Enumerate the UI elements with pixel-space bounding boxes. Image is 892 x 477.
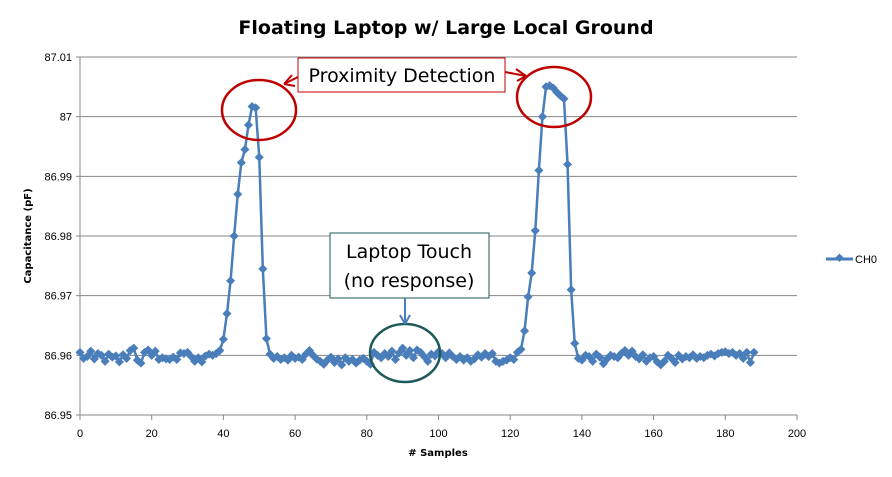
series-line xyxy=(78,84,756,367)
gridlines xyxy=(80,56,797,356)
data-point xyxy=(588,356,598,366)
legend-label: CH0 xyxy=(855,254,877,266)
data-point xyxy=(243,120,254,130)
y-axis-label: Capacitance (pF) xyxy=(23,188,34,283)
data-point xyxy=(563,159,573,169)
data-point xyxy=(254,152,264,162)
data-point xyxy=(233,189,243,199)
x-tick-label: 80 xyxy=(361,428,373,440)
x-tick-label: 120 xyxy=(501,428,519,440)
data-point xyxy=(122,353,132,363)
data-point xyxy=(222,309,232,319)
data-point xyxy=(570,338,580,348)
data-point xyxy=(218,334,228,344)
data-point xyxy=(226,276,236,286)
x-tick-label: 20 xyxy=(146,428,158,440)
data-point xyxy=(258,264,268,274)
data-point xyxy=(749,347,759,357)
touch-label-line2: (no response) xyxy=(344,270,475,292)
arrow-down-icon xyxy=(399,298,411,325)
touch-label-line1: Laptop Touch xyxy=(346,241,472,263)
legend-marker xyxy=(835,253,844,263)
y-tick-label: 86.95 xyxy=(44,410,72,422)
x-tick-label: 160 xyxy=(644,428,662,440)
data-point xyxy=(520,326,530,336)
data-point xyxy=(745,357,755,368)
y-tick-label: 86.99 xyxy=(44,171,72,183)
x-tick-label: 40 xyxy=(217,428,229,440)
proximity-box xyxy=(297,57,506,93)
data-point xyxy=(240,144,250,155)
x-axis: 0 20 40 60 80 100 120 140 160 180 200 xyxy=(77,414,806,440)
arrow-right-icon xyxy=(504,68,527,82)
chart-title: Floating Laptop w/ Large Local Ground xyxy=(238,17,653,39)
data-point xyxy=(197,357,207,367)
data-point xyxy=(100,356,110,366)
x-tick-label: 140 xyxy=(573,428,591,440)
y-tick-label: 86.96 xyxy=(44,350,72,362)
x-tick-label: 60 xyxy=(289,428,301,440)
proximity-label: Proximity Detection xyxy=(309,65,496,87)
y-axis: 86.95 86.96 86.97 86.98 86.99 87 87.01 xyxy=(44,52,81,422)
data-point xyxy=(559,94,569,104)
data-point xyxy=(595,352,605,362)
x-tick-label: 200 xyxy=(788,428,806,440)
data-point xyxy=(150,346,160,356)
data-point xyxy=(111,351,121,361)
peak2-circle xyxy=(515,65,593,129)
proximity-annotation: Proximity Detection xyxy=(220,57,593,142)
data-point xyxy=(659,356,669,366)
data-point xyxy=(530,226,540,236)
data-point xyxy=(638,350,648,360)
touch-box xyxy=(329,232,490,299)
data-point xyxy=(215,346,225,356)
x-axis-label: # Samples xyxy=(408,448,468,459)
arrow-left-icon xyxy=(283,74,299,87)
data-point xyxy=(534,165,544,175)
y-tick-label: 87.01 xyxy=(44,52,72,64)
x-tick-label: 0 xyxy=(77,428,83,440)
data-point xyxy=(236,158,246,168)
data-point xyxy=(261,334,271,344)
y-tick-label: 86.97 xyxy=(44,291,72,303)
data-point xyxy=(523,292,533,302)
peak1-circle xyxy=(220,78,298,142)
data-point xyxy=(129,343,139,353)
data-point xyxy=(229,231,239,241)
data-point xyxy=(251,103,261,113)
y-tick-label: 87 xyxy=(60,112,72,124)
x-tick-label: 100 xyxy=(429,428,447,440)
data-point xyxy=(537,112,547,122)
x-tick-label: 180 xyxy=(716,428,734,440)
data-point xyxy=(96,350,107,360)
data-point xyxy=(172,354,182,365)
y-tick-label: 86.98 xyxy=(44,231,72,243)
data-point xyxy=(566,285,576,295)
data-point xyxy=(527,268,537,278)
data-point xyxy=(738,353,748,363)
touch-annotation: Laptop Touch (no response) xyxy=(329,232,490,384)
legend: CH0 xyxy=(826,253,877,266)
